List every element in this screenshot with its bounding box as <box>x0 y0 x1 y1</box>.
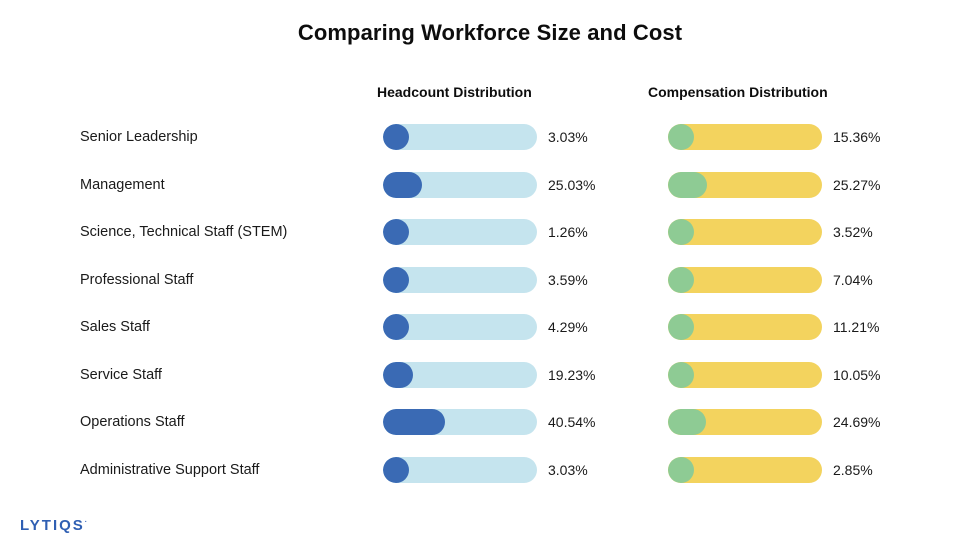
category-label: Service Staff <box>80 366 162 383</box>
headcount-bar-track <box>383 409 537 435</box>
headcount-value-label: 3.03% <box>548 129 588 145</box>
compensation-value-label: 3.52% <box>833 224 873 240</box>
headcount-bar-fill <box>383 456 409 483</box>
category-label: Sales Staff <box>80 319 150 335</box>
headcount-bar-fill <box>383 266 409 293</box>
category-label: Management <box>80 176 165 193</box>
headcount-bar-fill <box>383 219 409 245</box>
headcount-bar-fill <box>383 171 422 198</box>
compensation-bar-track <box>668 219 822 245</box>
compensation-value-label: 2.85% <box>833 461 873 478</box>
headcount-value-label: 40.54% <box>548 414 596 430</box>
compensation-bar-fill <box>668 409 707 435</box>
category-label: Administrative Support Staff <box>80 461 260 478</box>
compensation-bar-track <box>668 266 822 293</box>
compensation-bar-fill <box>668 314 694 340</box>
headcount-bar-track <box>383 456 537 483</box>
compensation-bar-track <box>668 124 822 150</box>
compensation-value-label: 25.27% <box>833 176 881 193</box>
compensation-bar-track <box>668 361 822 388</box>
compensation-bar-track <box>668 171 822 198</box>
chart-title: Comparing Workforce Size and Cost <box>297 20 683 45</box>
headcount-value-label: 4.29% <box>548 319 588 335</box>
compensation-bar-track <box>668 456 822 483</box>
compensation-bar-fill <box>668 124 694 150</box>
lytiqs-logo: LYTIQS. <box>20 517 87 534</box>
compensation-bar-fill <box>668 361 694 388</box>
compensation-value-label: 7.04% <box>833 271 873 288</box>
compensation-bar-track <box>668 409 822 435</box>
headcount-bar-fill <box>383 409 446 435</box>
category-label: Operations Staff <box>80 414 185 430</box>
logo-text: LYTIQS <box>20 517 85 534</box>
headcount-bar-fill <box>383 314 409 340</box>
headcount-bar-fill <box>383 124 409 150</box>
headcount-bar-fill <box>383 361 413 388</box>
category-label: Professional Staff <box>80 271 194 288</box>
headcount-bar-track <box>383 361 537 388</box>
headcount-value-label: 3.03% <box>548 461 588 478</box>
headcount-value-label: 1.26% <box>548 224 588 240</box>
compensation-bar-fill <box>668 171 707 198</box>
compensation-value-label: 11.21% <box>833 319 880 335</box>
headcount-bar-track <box>383 124 537 150</box>
compensation-value-label: 24.69% <box>833 414 881 430</box>
logo-mark: . <box>84 517 87 524</box>
compensation-value-label: 15.36% <box>833 129 881 145</box>
column-header-compensation: Compensation Distribution <box>648 84 828 100</box>
headcount-value-label: 25.03% <box>548 176 596 193</box>
headcount-value-label: 3.59% <box>548 271 588 288</box>
category-label: Science, Technical Staff (STEM) <box>80 224 288 240</box>
column-header-headcount: Headcount Distribution <box>377 84 532 100</box>
compensation-bar-fill <box>668 456 694 483</box>
category-label: Senior Leadership <box>80 129 198 145</box>
compensation-value-label: 10.05% <box>833 366 881 383</box>
headcount-bar-track <box>383 266 537 293</box>
headcount-bar-track <box>383 171 537 198</box>
headcount-bar-track <box>383 219 537 245</box>
compensation-bar-fill <box>668 219 694 245</box>
compensation-bar-fill <box>668 266 694 293</box>
headcount-value-label: 19.23% <box>548 366 596 383</box>
headcount-bar-track <box>383 314 537 340</box>
compensation-bar-track <box>668 314 822 340</box>
